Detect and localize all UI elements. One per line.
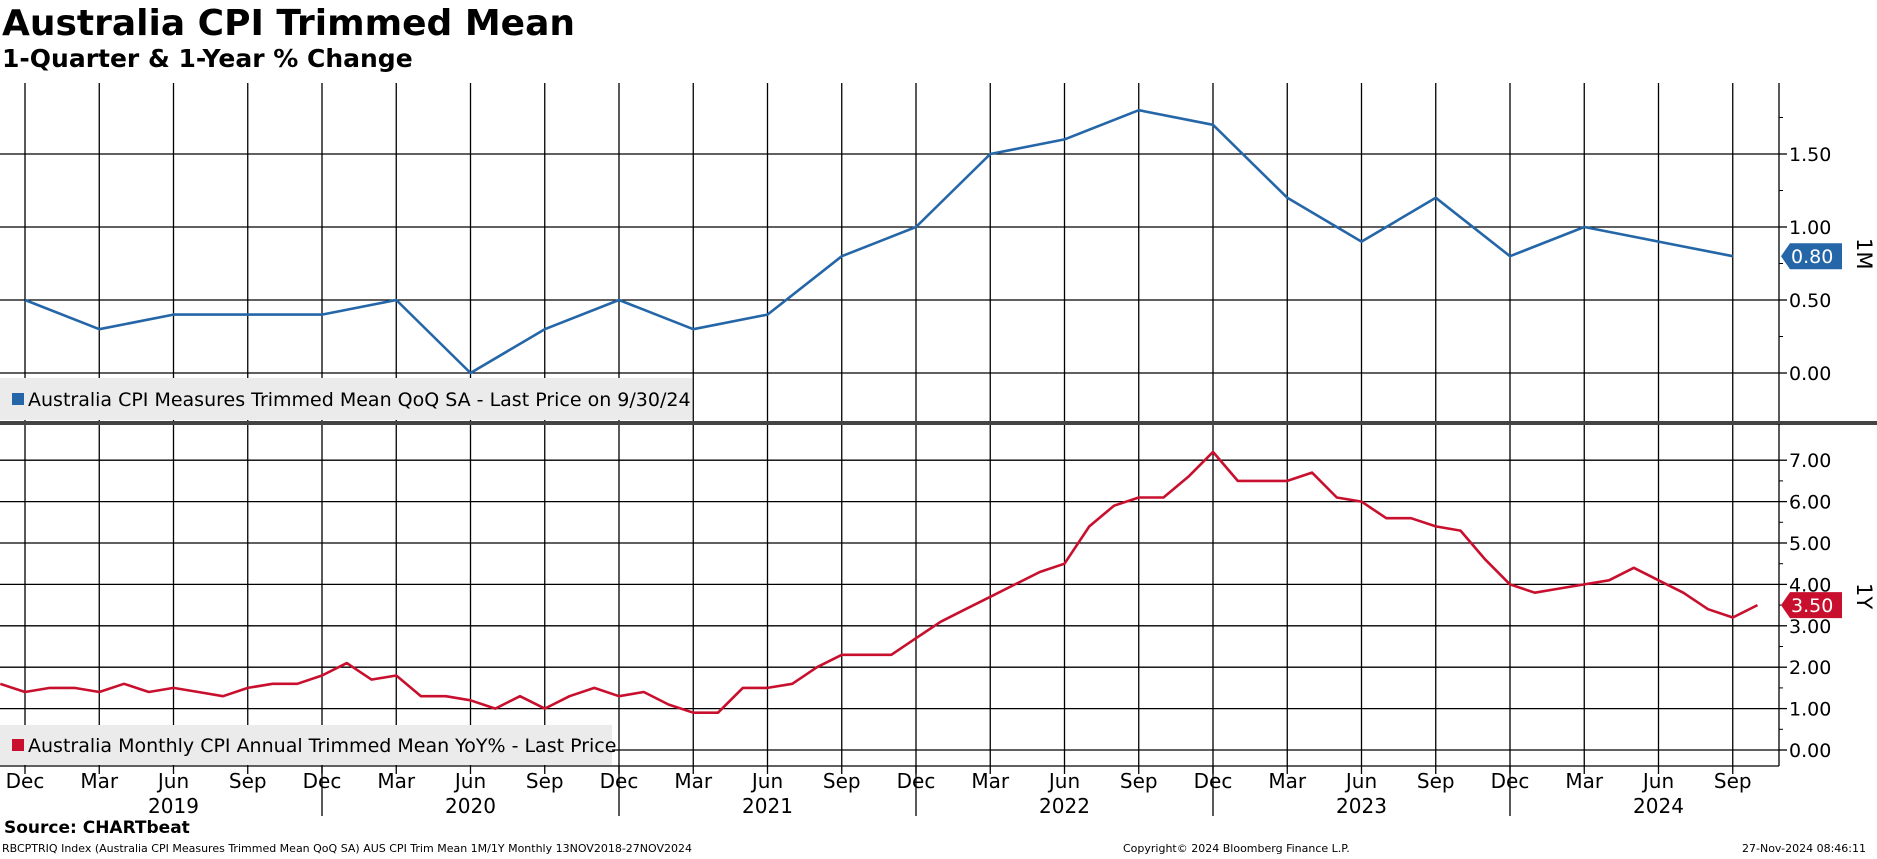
top-y-tick-label: 1.50	[1789, 144, 1831, 166]
x-year-label: 2022	[1039, 794, 1090, 818]
x-month-label: Jun	[1047, 769, 1080, 793]
grid	[0, 83, 1877, 766]
bottom-y-tick-label: 0.00	[1789, 740, 1831, 762]
x-month-label: Mar	[80, 769, 119, 793]
legend-swatch	[12, 739, 24, 751]
bottom-y-tick-label: 7.00	[1789, 450, 1831, 472]
top-axis-side-label: 1M	[1852, 238, 1876, 269]
bottom-y-tick-label: 6.00	[1789, 492, 1831, 514]
axes: 0.00 0.50 1.00 1.50 0.00 1.00 2.00 3.00 4.00 5.00…	[0, 83, 1876, 818]
bottom-y-tick-label: 3.00	[1789, 616, 1831, 638]
last-value-marker-shape	[1781, 243, 1842, 270]
copyright-footer: Copyright© 2024 Bloomberg Finance L.P.	[1123, 842, 1350, 855]
last-value-marker-label: 3.50	[1791, 595, 1833, 617]
bottom-y-tick-label: 5.00	[1789, 533, 1831, 555]
x-month-label: Dec	[6, 769, 45, 793]
yoy-last-value-marker: 3.50	[1781, 592, 1842, 619]
timestamp-footer: 27-Nov-2024 08:46:11	[1742, 842, 1867, 855]
chart-subtitle: 1-Quarter & 1-Year % Change	[2, 44, 413, 73]
x-month-label: Jun	[453, 769, 486, 793]
panel-divider	[0, 421, 1877, 425]
bottom-y-tick-label: 1.00	[1789, 699, 1831, 721]
last-value-marker-shape	[1781, 592, 1842, 619]
x-year-label: 2023	[1336, 794, 1387, 818]
qoq-legend: Australia CPI Measures Trimmed Mean QoQ …	[0, 378, 692, 420]
x-year-label: 2019	[148, 794, 199, 818]
bottom-y-tick-label: 2.00	[1789, 657, 1831, 679]
bottom-axis-side-label: 1Y	[1852, 583, 1876, 609]
x-month-label: Mar	[971, 769, 1010, 793]
chart-title: Australia CPI Trimmed Mean	[2, 3, 576, 44]
x-month-label: Mar	[674, 769, 713, 793]
series-lines	[0, 108, 1759, 715]
x-month-label: Sep	[229, 769, 267, 793]
top-y-tick-label: 0.00	[1789, 363, 1831, 385]
x-month-label: Sep	[1714, 769, 1752, 793]
x-month-label: Jun	[156, 769, 189, 793]
x-year-label: 2021	[742, 794, 793, 818]
last-value-marker-label: 0.80	[1791, 246, 1833, 268]
source-label: Source: CHARTbeat	[4, 818, 190, 838]
x-year-label: 2020	[445, 794, 496, 818]
x-month-label: Mar	[1268, 769, 1307, 793]
qoq-last-value-marker: 0.80	[1781, 243, 1842, 270]
x-month-label: Jun	[750, 769, 783, 793]
legend-swatch	[12, 393, 24, 405]
legends: Australia CPI Measures Trimmed Mean QoQ …	[0, 378, 692, 765]
bottom-y-tick-label: 4.00	[1789, 574, 1831, 596]
x-month-label: Sep	[526, 769, 564, 793]
top-y-tick-label: 1.00	[1789, 217, 1831, 239]
yoy-legend: Australia Monthly CPI Annual Trimmed Mea…	[0, 725, 616, 765]
x-month-label: Mar	[377, 769, 416, 793]
legend-background	[0, 378, 692, 420]
legend-background	[0, 725, 612, 765]
ticker-footer: RBCPTRIQ Index (Australia CPI Measures T…	[2, 842, 693, 855]
x-month-label: Sep	[1417, 769, 1455, 793]
qoq-series-line	[24, 108, 1734, 375]
legend-label: Australia Monthly CPI Annual Trimmed Mea…	[28, 735, 616, 757]
x-month-label: Jun	[1641, 769, 1674, 793]
x-month-label: Sep	[1120, 769, 1158, 793]
x-month-label: Mar	[1565, 769, 1604, 793]
legend-label: Australia CPI Measures Trimmed Mean QoQ …	[28, 389, 691, 411]
x-month-label: Jun	[1344, 769, 1377, 793]
x-month-label: Sep	[823, 769, 861, 793]
x-year-label: 2024	[1633, 794, 1684, 818]
top-y-tick-label: 0.50	[1789, 290, 1831, 312]
yoy-series-line	[0, 450, 1759, 715]
